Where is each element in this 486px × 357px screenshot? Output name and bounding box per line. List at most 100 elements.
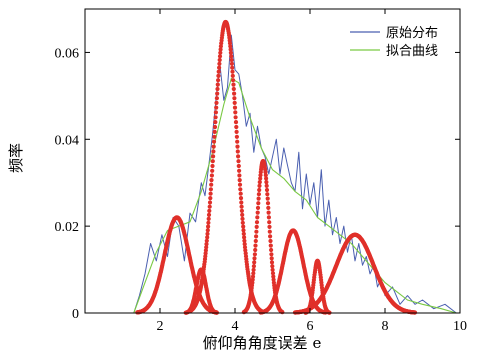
gaussian-point bbox=[212, 134, 217, 139]
gaussian-point bbox=[237, 173, 242, 178]
gaussian-point bbox=[207, 200, 213, 205]
gaussian-point bbox=[228, 47, 233, 52]
gaussian-component-4 bbox=[241, 159, 285, 315]
gaussian-point bbox=[269, 260, 275, 265]
gaussian-point bbox=[208, 191, 213, 196]
x-tick-label: 8 bbox=[382, 319, 389, 334]
gaussian-point bbox=[266, 205, 271, 210]
gaussian-point bbox=[254, 229, 259, 234]
gaussian-point bbox=[238, 187, 243, 192]
gaussian-point bbox=[271, 274, 276, 279]
gaussian-point bbox=[235, 144, 240, 149]
gaussian-point bbox=[265, 201, 271, 206]
gaussian-point bbox=[252, 260, 257, 265]
x-tick-label: 4 bbox=[232, 319, 239, 334]
gaussian-point bbox=[228, 50, 233, 55]
gaussian-point bbox=[258, 176, 263, 181]
gaussian-point bbox=[253, 238, 258, 244]
gaussian-point bbox=[211, 144, 216, 149]
gaussian-point bbox=[218, 50, 223, 55]
gaussian-point bbox=[215, 82, 220, 87]
x-tick-label: 6 bbox=[307, 319, 314, 334]
gaussian-point bbox=[216, 73, 221, 78]
x-tick-label: 2 bbox=[157, 319, 164, 334]
plot-area bbox=[133, 19, 457, 315]
gaussian-point bbox=[230, 65, 235, 70]
gaussian-point bbox=[236, 163, 241, 169]
gaussian-point bbox=[255, 215, 260, 220]
gaussian-point bbox=[239, 204, 244, 209]
gaussian-point bbox=[236, 159, 241, 164]
gaussian-point bbox=[270, 271, 276, 276]
gaussian-point bbox=[256, 201, 261, 206]
gaussian-point bbox=[267, 229, 272, 234]
gaussian-point bbox=[265, 196, 270, 201]
gaussian-point bbox=[254, 224, 259, 229]
gaussian-point bbox=[206, 224, 211, 229]
gaussian-point bbox=[209, 173, 214, 178]
gaussian-point bbox=[210, 159, 215, 164]
y-tick-label: 0.06 bbox=[55, 46, 80, 61]
gaussian-point bbox=[204, 245, 209, 250]
gaussian-point bbox=[203, 248, 208, 253]
gaussian-point bbox=[234, 124, 239, 130]
x-axis-label: 俯仰角角度误差 e bbox=[203, 334, 322, 352]
gaussian-point bbox=[229, 61, 234, 66]
gaussian-point bbox=[233, 120, 239, 125]
tick-marks bbox=[85, 9, 461, 314]
gaussian-point bbox=[232, 105, 238, 110]
gaussian-point bbox=[214, 105, 219, 110]
gaussian-point bbox=[212, 124, 218, 130]
gaussian-point bbox=[268, 234, 273, 239]
gaussian-point bbox=[216, 69, 221, 74]
gaussian-point bbox=[205, 228, 210, 233]
x-tick-label: 10 bbox=[453, 319, 467, 334]
gaussian-point bbox=[214, 100, 219, 105]
gaussian-point bbox=[253, 247, 258, 253]
gaussian-point bbox=[214, 96, 219, 101]
gaussian-point bbox=[254, 220, 260, 225]
gaussian-point bbox=[242, 235, 247, 240]
gaussian-point bbox=[205, 231, 210, 236]
gaussian-point bbox=[269, 252, 274, 257]
gaussian-point bbox=[237, 182, 243, 187]
gaussian-point bbox=[257, 183, 262, 188]
gaussian-point bbox=[264, 176, 269, 181]
gaussian-point bbox=[206, 220, 211, 225]
gaussian-point bbox=[240, 212, 245, 217]
gaussian-point bbox=[254, 234, 259, 239]
gaussian-point bbox=[256, 192, 261, 197]
gaussian-point bbox=[230, 73, 235, 78]
gaussian-point bbox=[229, 57, 234, 63]
gaussian-point bbox=[208, 196, 213, 201]
tick-labels: 2 4 6 8 10 0 0.02 0.04 0.06 bbox=[55, 46, 468, 334]
gaussian-point bbox=[217, 65, 222, 70]
gaussian-point bbox=[237, 168, 242, 173]
gaussian-point bbox=[205, 235, 210, 240]
gaussian-point bbox=[213, 110, 218, 115]
gaussian-point bbox=[229, 54, 234, 59]
gaussian-point bbox=[240, 220, 245, 225]
gaussian-point bbox=[230, 69, 235, 74]
gaussian-point bbox=[265, 192, 270, 197]
gaussian-point bbox=[263, 170, 268, 175]
gaussian-point bbox=[240, 216, 245, 221]
gaussian-point bbox=[206, 212, 212, 217]
legend-label-original: 原始分布 bbox=[386, 26, 438, 41]
gaussian-point bbox=[209, 178, 214, 183]
gaussian-point bbox=[210, 163, 215, 169]
gaussian-point bbox=[216, 78, 221, 83]
gaussian-point bbox=[217, 61, 222, 66]
gaussian-point bbox=[210, 168, 215, 173]
gaussian-point bbox=[209, 182, 214, 187]
gaussian-point bbox=[252, 256, 257, 261]
gaussian-point bbox=[234, 129, 239, 134]
gaussian-point bbox=[266, 215, 271, 220]
gaussian-point bbox=[252, 252, 257, 257]
gaussian-point bbox=[269, 256, 274, 261]
gaussian-point bbox=[280, 310, 285, 315]
gaussian-point bbox=[242, 238, 247, 243]
gaussian-point bbox=[255, 210, 260, 215]
gaussian-point bbox=[208, 187, 213, 192]
gaussian-point bbox=[255, 205, 261, 210]
